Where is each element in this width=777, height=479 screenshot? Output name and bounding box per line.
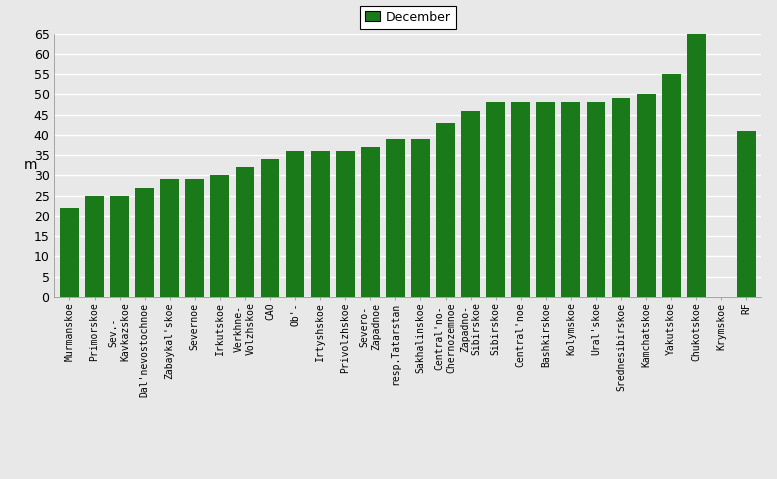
Bar xyxy=(611,98,630,297)
Bar xyxy=(135,188,154,297)
Bar xyxy=(85,195,104,297)
Bar xyxy=(436,123,455,297)
Bar xyxy=(211,175,229,297)
Bar xyxy=(662,74,681,297)
Bar xyxy=(562,103,580,297)
Bar xyxy=(411,139,430,297)
Bar xyxy=(587,103,605,297)
Bar xyxy=(110,195,129,297)
Bar xyxy=(361,147,380,297)
Bar xyxy=(386,139,405,297)
Bar xyxy=(160,180,179,297)
Bar xyxy=(311,151,329,297)
Bar xyxy=(636,94,656,297)
Bar xyxy=(60,208,78,297)
Bar xyxy=(286,151,305,297)
Bar xyxy=(687,34,706,297)
Bar xyxy=(235,167,254,297)
Bar xyxy=(462,111,480,297)
Legend: December: December xyxy=(360,6,456,29)
Bar xyxy=(186,180,204,297)
Bar xyxy=(336,151,354,297)
Bar xyxy=(486,103,505,297)
Y-axis label: m: m xyxy=(24,158,37,172)
Bar xyxy=(260,159,280,297)
Bar xyxy=(511,103,530,297)
Bar xyxy=(536,103,556,297)
Bar xyxy=(737,131,756,297)
